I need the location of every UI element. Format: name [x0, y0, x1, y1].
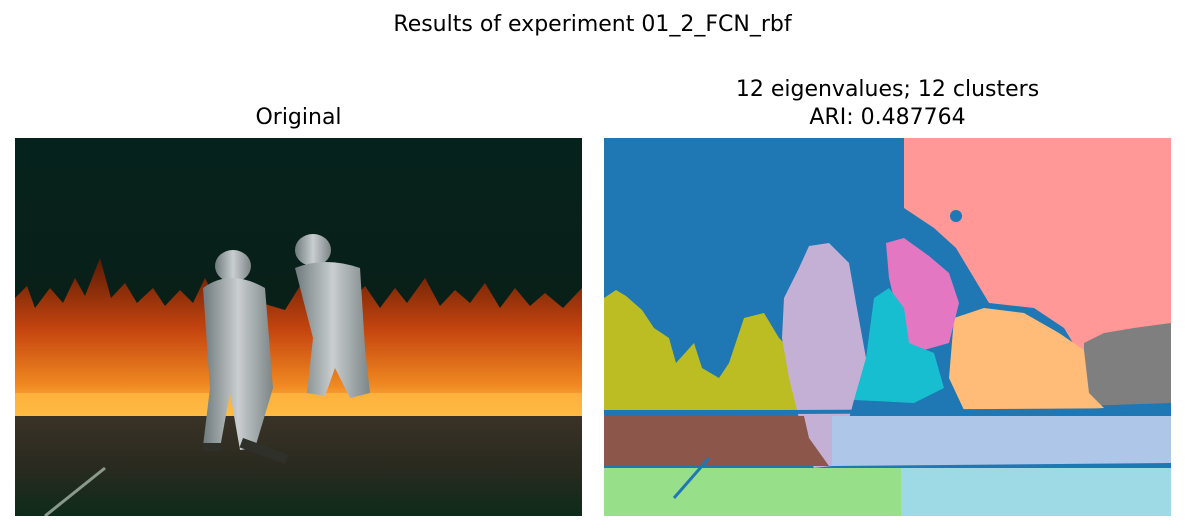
panel-title-line: Original — [255, 105, 342, 130]
original-image — [15, 138, 582, 516]
cluster-peach — [949, 308, 1104, 410]
cluster-lightgreen — [604, 468, 901, 516]
cluster-paleblue — [901, 468, 1171, 516]
panel-title-segmentation: 12 eigenvalues; 12 clusters ARI: 0.48776… — [604, 76, 1171, 132]
cluster-lightblue — [832, 416, 1171, 466]
cluster-pink — [904, 138, 1171, 353]
cluster-gray — [1084, 323, 1171, 406]
segmentation-map — [604, 138, 1171, 516]
figure-suptitle: Results of experiment 01_2_FCN_rbf — [393, 12, 792, 37]
firefighter-right — [295, 234, 370, 398]
firefighter-left — [203, 250, 289, 464]
panel-title-line: ARI: 0.487764 — [809, 105, 966, 130]
panel-title-line: 12 eigenvalues; 12 clusters — [735, 77, 1040, 102]
cluster-brown — [604, 416, 829, 466]
fire-region — [15, 258, 582, 418]
cluster-olive — [604, 290, 806, 410]
cluster-cyan — [844, 288, 944, 403]
panel-title-original: Original — [15, 104, 582, 132]
